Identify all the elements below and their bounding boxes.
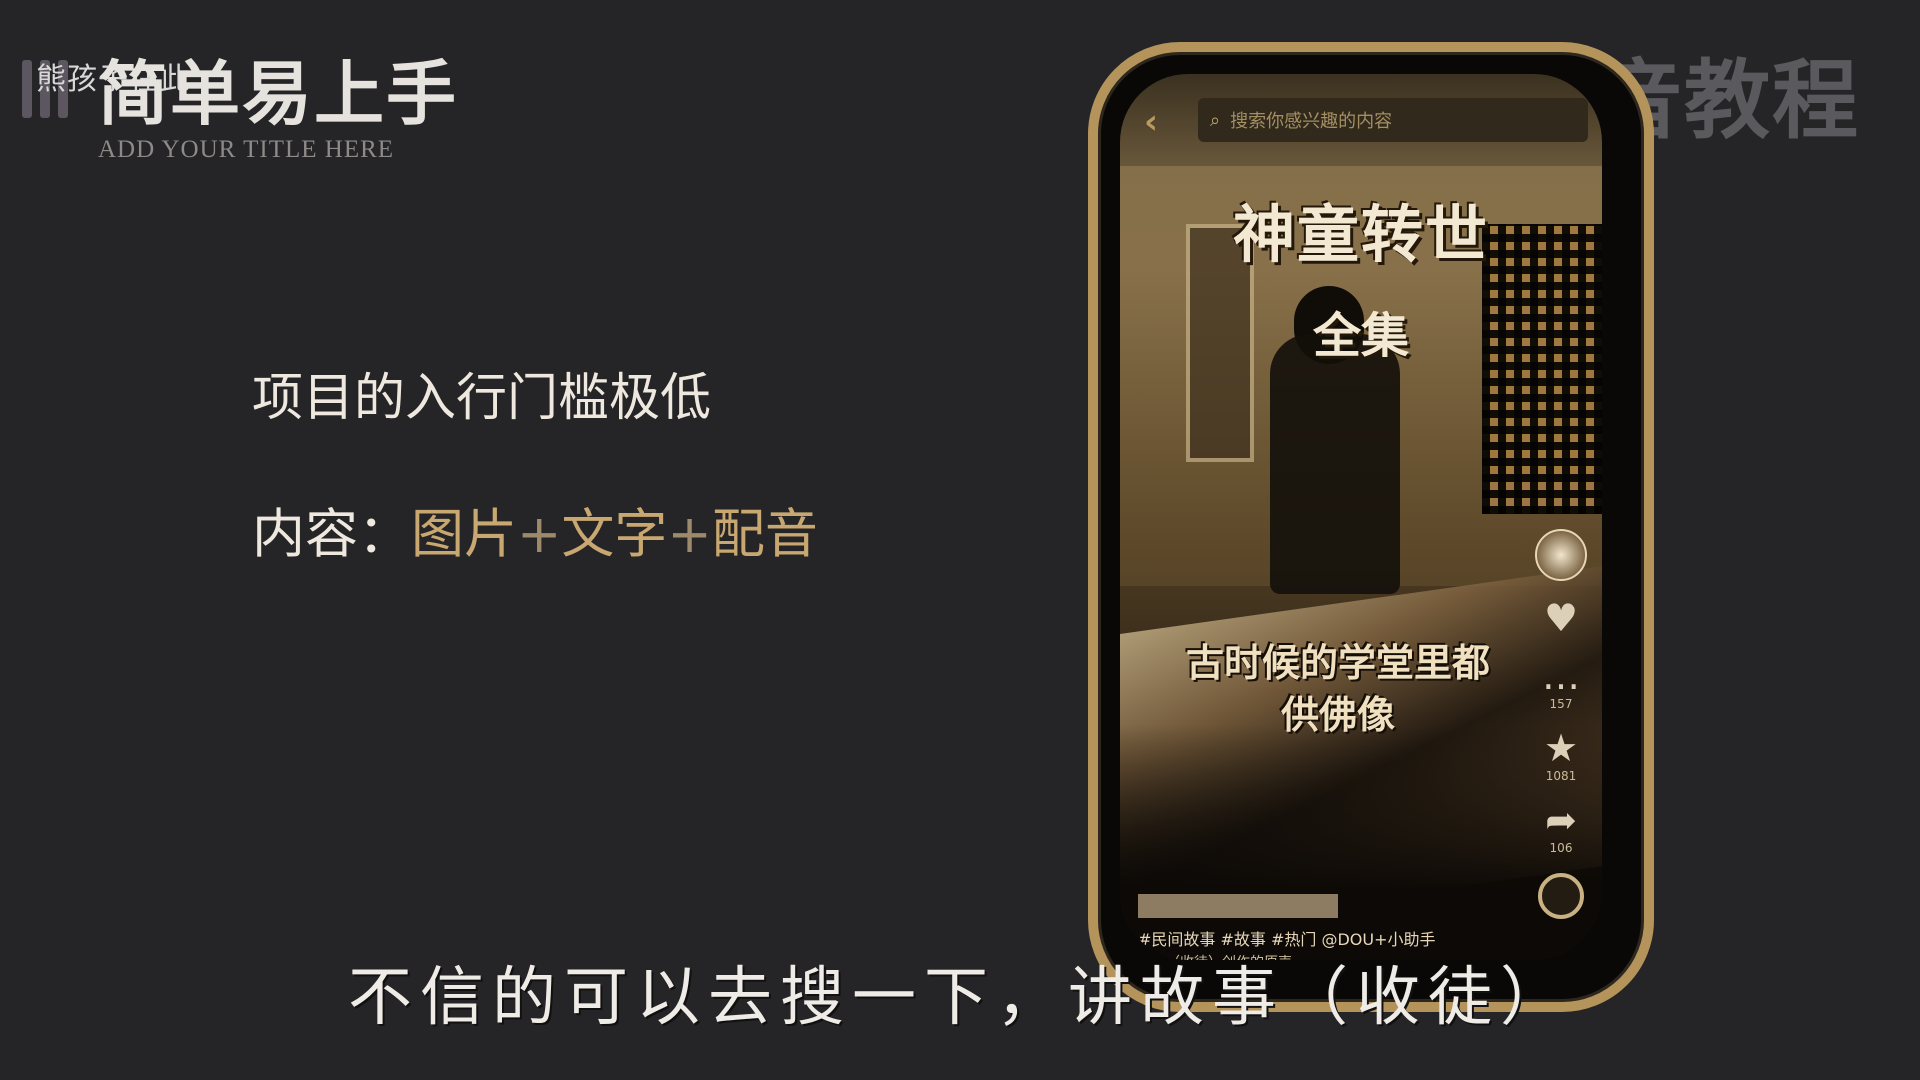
video-title: 神童转世: [1232, 198, 1489, 271]
video-caption-line2: 供佛像: [1280, 692, 1395, 737]
action-rail: ♥ … 157 ★ 1081 ➦ 106: [1534, 529, 1588, 919]
video-caption-line1: 古时候的学堂里都: [1185, 640, 1490, 685]
page-subtitle: ADD YOUR TITLE HERE: [98, 136, 395, 163]
avatar[interactable]: [1535, 529, 1587, 581]
search-placeholder: 搜索你感兴趣的内容: [1230, 111, 1393, 132]
video-subtitle: 全集: [1312, 308, 1409, 364]
music-info[interactable]: 故事（收徒）创作的原声: [1138, 952, 1438, 960]
content-label: 内容：: [252, 504, 411, 565]
phone-mockup: ‹ ⌕ 搜索你感兴趣的内容 神童转世 全集 古时候的学堂里都 供佛像 ♥ … 1…: [1088, 42, 1654, 1012]
heart-icon: ♥: [1543, 596, 1579, 640]
watermark-text: 熊孩子在此: [36, 62, 191, 97]
like-action[interactable]: ♥: [1544, 599, 1578, 639]
comment-icon: …: [1542, 654, 1580, 698]
share-icon: ➦: [1545, 798, 1577, 842]
phone-screen: ‹ ⌕ 搜索你感兴趣的内容 神童转世 全集 古时候的学堂里都 供佛像 ♥ … 1…: [1120, 74, 1602, 960]
search-input[interactable]: ⌕ 搜索你感兴趣的内容: [1198, 98, 1588, 142]
share-action[interactable]: ➦ 106: [1545, 801, 1577, 855]
top-bar: ‹ ⌕ 搜索你感兴趣的内容: [1120, 74, 1602, 164]
figure-body: [1270, 334, 1400, 594]
plus-separator: +: [517, 504, 562, 565]
page-title: 简单易上手: [98, 52, 458, 135]
video-foreground: [1120, 724, 1602, 960]
comment-action[interactable]: … 157: [1542, 657, 1580, 711]
bullet-entry-barrier: 项目的入行门槛极低: [252, 369, 712, 428]
favorite-action[interactable]: ★ 1081: [1544, 729, 1578, 783]
content-item-voice: 配音: [711, 504, 818, 565]
comment-count: 157: [1549, 697, 1573, 711]
content-item-text: 文字: [561, 504, 668, 565]
plus-separator: +: [667, 504, 712, 565]
back-icon[interactable]: ‹: [1144, 102, 1159, 142]
lattice-window: [1482, 224, 1602, 514]
hashtags[interactable]: #民间故事 #故事 #热门 @DOU+小助手: [1138, 930, 1436, 949]
brand-bars: [22, 60, 68, 118]
video-progress-bar[interactable]: [1138, 894, 1338, 918]
music-disc-icon[interactable]: [1538, 873, 1584, 919]
content-item-image: 图片: [411, 504, 517, 565]
favorite-count: 1081: [1545, 769, 1577, 783]
video-subtitle-caption: 不信的可以去搜一下，讲故事（收徒）: [348, 961, 1572, 1035]
share-count: 106: [1549, 841, 1573, 855]
wall-scroll: [1186, 224, 1254, 462]
star-icon: ★: [1543, 726, 1579, 770]
bullet-content: 内容：图片+文字+配音: [252, 492, 818, 568]
search-icon: ⌕: [1210, 109, 1221, 131]
